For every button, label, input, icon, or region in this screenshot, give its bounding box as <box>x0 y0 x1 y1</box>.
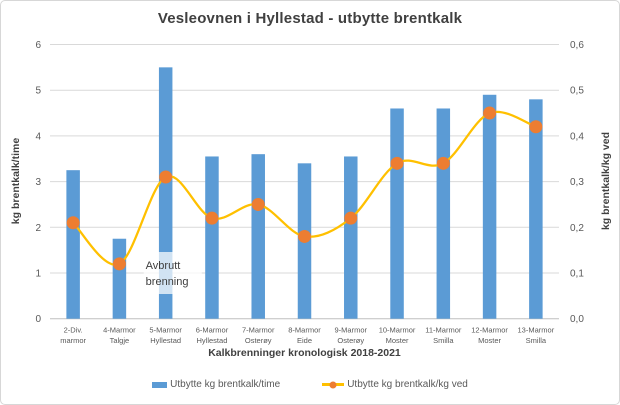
bar <box>251 154 265 319</box>
x-category-label: 9-Marmor Osterøy <box>335 326 368 346</box>
line-marker <box>112 257 126 271</box>
line-marker-dot-icon <box>329 381 337 388</box>
legend-label-bars: Utbytte kg brentkalk/time <box>170 379 281 390</box>
x-category-label: 2-Div. marmor <box>60 326 86 346</box>
line-marker <box>344 211 358 225</box>
x-category-label: 5-Marmor Hyllestad <box>149 326 182 346</box>
annotation-text: brenning <box>146 276 189 288</box>
bar <box>529 99 543 319</box>
y-tick-label-right: 0,2 <box>570 223 584 234</box>
line-marker <box>298 229 311 243</box>
x-category-label: 7-Marmor Osterøy <box>242 326 275 346</box>
x-category-label: 10-Marmor Moster <box>379 326 416 346</box>
legend-item-bars: Utbytte kg brentkalk/time <box>152 379 280 390</box>
left-axis-title: kg brentkalk/time <box>10 137 22 225</box>
chart-title: Vesleovnen i Hyllestad - utbytte brentka… <box>157 10 463 27</box>
x-axis-title: Kalkbrenninger kronologisk 2018-2021 <box>208 347 401 359</box>
line-marker <box>159 170 173 184</box>
legend: Utbytte kg brentkalk/time Utbytte kg bre… <box>1 379 619 390</box>
bar <box>66 170 80 319</box>
legend-item-line: Utbytte kg brentkalk/kg ved <box>322 379 468 390</box>
bar <box>436 108 451 319</box>
y-tick-label-left: 0 <box>35 314 41 325</box>
y-tick-label-left: 6 <box>35 40 41 51</box>
annotation-box <box>143 252 202 294</box>
line-marker <box>483 106 497 120</box>
bar <box>390 108 404 319</box>
x-category-label: 12-Marmor Moster <box>471 326 508 346</box>
x-category-label: 8-Marmor Eide <box>288 326 321 346</box>
line-marker <box>205 211 219 225</box>
bar <box>205 156 219 319</box>
bar <box>112 238 127 319</box>
y-tick-label-left: 4 <box>35 131 41 142</box>
legend-label-line: Utbytte kg brentkalk/kg ved <box>347 379 468 390</box>
x-category-label: 4-Marmor Talgje <box>103 326 136 346</box>
y-tick-label-left: 3 <box>35 177 41 188</box>
y-tick-label-left: 2 <box>35 223 41 234</box>
bar <box>482 94 497 319</box>
line-marker <box>251 197 265 211</box>
line-marker <box>66 216 80 230</box>
y-tick-label-left: 1 <box>35 269 41 280</box>
x-category-label: 13-Marmor Smilla <box>518 326 555 346</box>
annotation-text: Avbrutt <box>146 260 181 272</box>
y-tick-label-left: 5 <box>35 86 41 97</box>
x-category-label: 6-Marmor Hyllestad <box>196 326 229 346</box>
y-tick-label-right: 0,0 <box>570 314 584 325</box>
line-marker <box>529 120 543 134</box>
line-marker <box>436 156 450 170</box>
bar-series-swatch-icon <box>152 381 168 388</box>
y-tick-label-right: 0,5 <box>570 86 584 97</box>
right-axis-title: kg brentkalk/kg ved <box>600 131 612 231</box>
y-tick-label-right: 0,4 <box>570 131 584 142</box>
y-tick-label-right: 0,6 <box>570 40 584 51</box>
line-marker <box>390 156 404 170</box>
line-series-swatch-icon <box>322 381 345 388</box>
y-tick-label-right: 0,3 <box>570 177 584 188</box>
bar <box>344 156 358 319</box>
x-category-label: 11-Marmor Smilla <box>425 326 462 346</box>
y-tick-label-right: 0,1 <box>570 269 584 280</box>
